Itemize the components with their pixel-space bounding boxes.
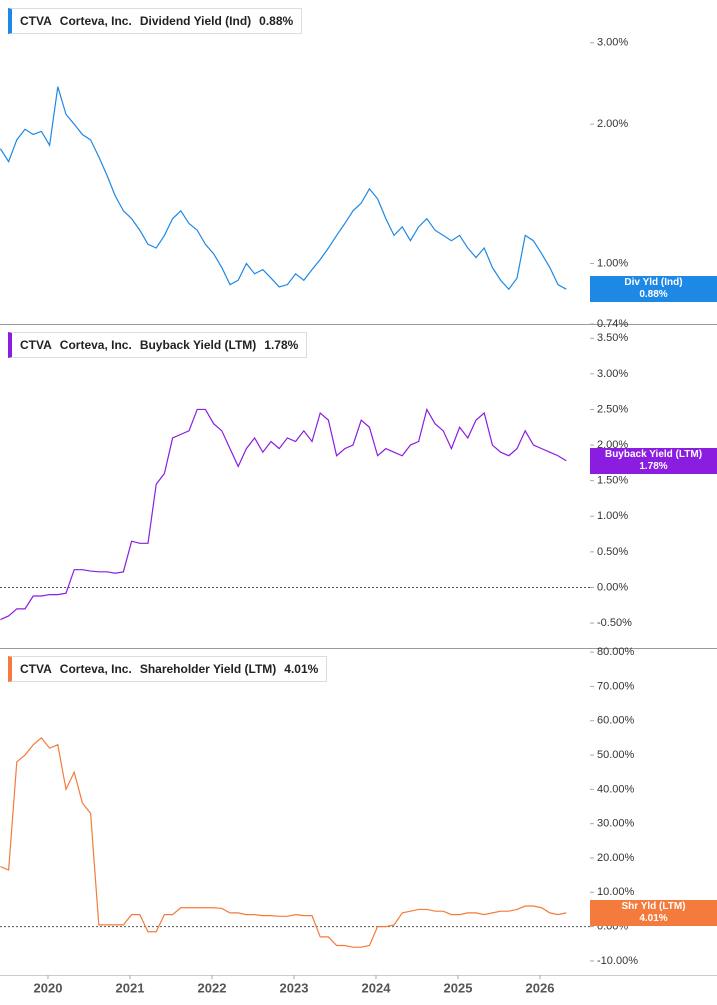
header-metric: Dividend Yield (Ind) [139, 14, 252, 28]
header-company: Corteva, Inc. [59, 662, 132, 676]
header-metric: Shareholder Yield (LTM) [139, 662, 277, 676]
y-tick-label: 30.00% [597, 818, 635, 830]
x-tick-label: 2023 [280, 980, 309, 995]
badge-value: 0.88% [639, 289, 668, 301]
y-tick-label: 0.74% [597, 318, 628, 330]
y-tick-label: 40.00% [597, 783, 635, 795]
y-tick-label: 0.50% [597, 546, 628, 558]
badge-value: 4.01% [639, 912, 668, 924]
y-tick-label: 80.00% [597, 646, 635, 658]
panel-header: CTVA Corteva, Inc. Shareholder Yield (LTM)… [8, 656, 328, 682]
header-ticker: CTVA [20, 338, 52, 352]
panel-header: CTVA Corteva, Inc. Dividend Yield (Ind) 0.8… [8, 8, 303, 34]
y-tick-label: 2.50% [597, 403, 628, 415]
y-tick-label: 50.00% [597, 749, 635, 761]
y-tick-label: 70.00% [597, 680, 635, 692]
header-value-label: 4.01% [284, 662, 319, 676]
series-line [0, 407, 567, 621]
y-tick-label: 2.00% [597, 118, 628, 130]
series-line [0, 86, 567, 291]
y-tick-label: 3.50% [597, 332, 628, 344]
x-tick-label: 2025 [444, 980, 473, 995]
y-tick-label: 3.00% [597, 368, 628, 380]
badge-label: Shr Yld (LTM) [621, 900, 686, 912]
x-tick-label: 2021 [116, 980, 145, 995]
y-tick-label: 10.00% [597, 886, 635, 898]
y-tick-label: 3.00% [597, 37, 628, 49]
last-value-badge: Shr Yld (LTM) 4.01% [590, 899, 717, 926]
y-tick-label: 60.00% [597, 715, 635, 727]
header-value-label: 1.78% [264, 338, 299, 352]
badge-value: 1.78% [639, 460, 668, 472]
last-value-badge: Buyback Yield (LTM) 1.78% [590, 447, 717, 474]
header-company: Corteva, Inc. [59, 14, 132, 28]
y-tick-label: 0.00% [597, 581, 628, 593]
last-value-badge: Div Yld (Ind) 0.88% [590, 276, 717, 303]
header-company: Corteva, Inc. [59, 338, 132, 352]
header-ticker: CTVA [20, 14, 52, 28]
header-ticker: CTVA [20, 662, 52, 676]
x-tick-label: 2022 [198, 980, 227, 995]
y-tick-label: 1.50% [597, 475, 628, 487]
y-tick-label: 1.00% [597, 510, 628, 522]
badge-label: Buyback Yield (LTM) [604, 448, 703, 460]
x-tick-label: 2020 [34, 980, 63, 995]
y-tick-label: -10.00% [597, 955, 638, 967]
series-line [0, 737, 567, 948]
header-value-label: 0.88% [259, 14, 294, 28]
header-metric: Buyback Yield (LTM) [139, 338, 257, 352]
y-tick-label: 20.00% [597, 852, 635, 864]
panel-header: CTVA Corteva, Inc. Buyback Yield (LTM) 1.78… [8, 332, 308, 358]
y-tick-label: 1.00% [597, 257, 628, 269]
y-tick-label: -0.50% [597, 617, 632, 629]
x-tick-label: 2026 [526, 980, 555, 995]
badge-label: Div Yld (Ind) [624, 277, 683, 289]
x-tick-label: 2024 [362, 980, 392, 995]
